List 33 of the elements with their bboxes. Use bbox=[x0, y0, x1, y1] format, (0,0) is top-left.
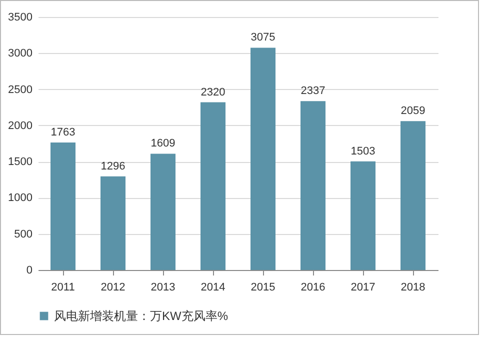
y-tick-label: 2500 bbox=[8, 84, 32, 96]
data-label: 1763 bbox=[50, 126, 76, 139]
bar bbox=[150, 154, 176, 270]
bar bbox=[300, 101, 326, 270]
data-label: 2320 bbox=[200, 86, 226, 98]
x-tick-label: 2011 bbox=[51, 282, 75, 294]
x-tick-label: 2015 bbox=[250, 282, 276, 294]
data-label: 1503 bbox=[350, 145, 376, 158]
x-tick-label: 2018 bbox=[400, 282, 426, 294]
data-label: 2337 bbox=[300, 85, 326, 98]
y-tick-label: 2000 bbox=[8, 120, 32, 132]
data-label: 2059 bbox=[400, 105, 426, 118]
bar bbox=[400, 121, 426, 270]
bar bbox=[250, 48, 276, 270]
y-tick-label: 1000 bbox=[8, 192, 32, 204]
y-tick-label: 1500 bbox=[8, 156, 32, 168]
data-label: 1609 bbox=[150, 138, 176, 150]
bar bbox=[100, 176, 126, 270]
y-tick-label: 3000 bbox=[8, 48, 32, 60]
x-tick-label: 2014 bbox=[200, 282, 226, 294]
bar bbox=[350, 161, 376, 270]
data-label: 1296 bbox=[100, 160, 126, 172]
y-tick-label: 500 bbox=[14, 228, 32, 240]
y-tick-label: 0 bbox=[26, 264, 32, 276]
y-tick-label: 3500 bbox=[8, 12, 32, 24]
bar bbox=[200, 102, 226, 270]
x-tick-label: 2016 bbox=[300, 282, 326, 294]
x-tick-label: 2017 bbox=[350, 282, 376, 294]
legend-label: 风电新增装机量：万KW充风率% bbox=[54, 309, 228, 323]
data-label: 3075 bbox=[250, 32, 276, 44]
x-tick-label: 2013 bbox=[150, 282, 176, 294]
x-tick-label: 2012 bbox=[100, 282, 126, 294]
bar bbox=[50, 142, 76, 270]
